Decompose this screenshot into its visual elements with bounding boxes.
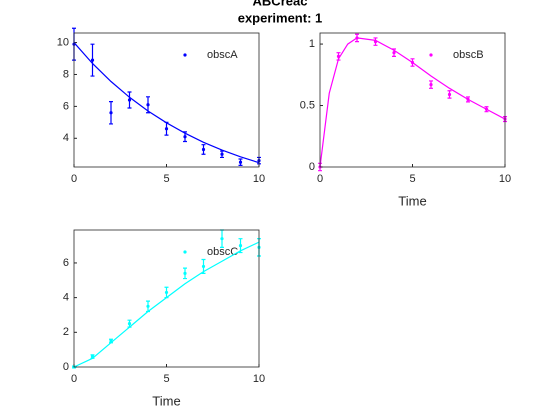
x-tick-label: 10 bbox=[499, 173, 511, 185]
x-axis-label: Time bbox=[398, 193, 426, 208]
data-point bbox=[146, 103, 150, 107]
x-tick-label: 5 bbox=[163, 373, 169, 385]
legend-marker bbox=[429, 53, 433, 57]
y-tick-label: 10 bbox=[57, 36, 69, 48]
data-point bbox=[429, 83, 433, 87]
data-point bbox=[447, 92, 452, 97]
data-point bbox=[238, 244, 243, 248]
y-tick-label: 0.5 bbox=[300, 99, 315, 111]
fit-line bbox=[73, 42, 260, 164]
figure-subtitle: experiment: 1 bbox=[238, 10, 323, 25]
y-tick-label: 0 bbox=[63, 361, 69, 373]
x-axis-label: Time bbox=[152, 393, 180, 408]
data-point bbox=[127, 98, 132, 102]
y-tick-label: 2 bbox=[63, 326, 69, 338]
data-point bbox=[90, 58, 95, 62]
axes-background bbox=[320, 33, 505, 167]
axes-background bbox=[74, 33, 259, 167]
data-point bbox=[146, 304, 150, 308]
axes-box bbox=[73, 32, 260, 168]
x-tick-label: 10 bbox=[253, 173, 265, 185]
x-tick-label: 0 bbox=[71, 173, 77, 185]
figure-title: ABCreac bbox=[253, 0, 308, 8]
legend-label: obscA bbox=[207, 49, 238, 61]
fit-line bbox=[73, 241, 260, 368]
data-point bbox=[220, 237, 224, 241]
data-point bbox=[127, 322, 132, 326]
x-tick-label: 5 bbox=[409, 173, 415, 185]
data-point bbox=[164, 127, 169, 131]
x-tick-label: 0 bbox=[71, 373, 77, 385]
x-tick-label: 0 bbox=[317, 173, 323, 185]
legend-label: obscC bbox=[207, 246, 238, 258]
data-point bbox=[201, 264, 206, 269]
legend-label: obscB bbox=[453, 49, 484, 61]
data-point bbox=[183, 135, 187, 139]
data-point bbox=[109, 111, 113, 115]
y-tick-label: 1 bbox=[309, 38, 315, 50]
y-tick-label: 8 bbox=[63, 68, 69, 80]
x-tick-label: 5 bbox=[163, 173, 169, 185]
y-tick-label: 0 bbox=[309, 161, 315, 173]
data-point bbox=[238, 160, 243, 164]
fit-line bbox=[319, 37, 506, 168]
data-point bbox=[183, 271, 187, 275]
y-tick-label: 4 bbox=[63, 132, 69, 144]
axes-box bbox=[319, 32, 506, 168]
legend-marker bbox=[183, 53, 187, 57]
legend-marker bbox=[183, 250, 187, 254]
y-tick-label: 4 bbox=[63, 292, 69, 304]
data-point bbox=[164, 290, 169, 295]
y-tick-label: 6 bbox=[63, 100, 69, 112]
axes-box bbox=[73, 229, 260, 368]
data-point bbox=[201, 147, 206, 152]
axes-background bbox=[74, 230, 259, 367]
x-tick-label: 10 bbox=[253, 373, 265, 385]
data-point bbox=[392, 51, 396, 55]
data-point bbox=[220, 152, 224, 156]
y-tick-label: 6 bbox=[63, 257, 69, 269]
